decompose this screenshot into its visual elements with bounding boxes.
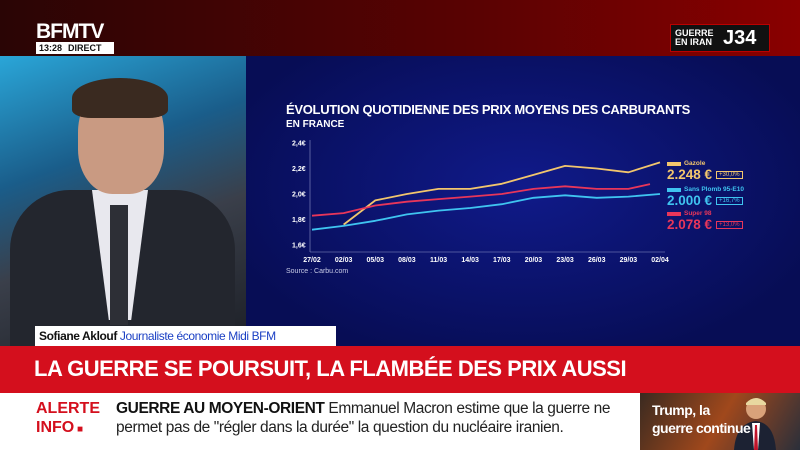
y-tick-label: 2,2€ [292, 166, 306, 173]
clock-live: 13:28 DIRECT [36, 42, 114, 54]
price-change-badge: +30,0% [716, 170, 743, 179]
legend-label: Sans Plomb 95-E10 [684, 186, 744, 193]
legend-label: Gazole [684, 160, 706, 167]
legend-swatch [667, 161, 681, 166]
topic-badge-text: GUERRE EN IRAN [675, 28, 714, 47]
topic-badge-day: J34 [723, 26, 757, 49]
x-tick-label: 26/03 [588, 257, 606, 264]
guest-role: Journaliste économie Midi BFM [119, 329, 276, 343]
legend-item: Gazole 2.248 € +30,0% [667, 160, 743, 182]
legend-value: 2.000 € +16,7% [667, 193, 744, 208]
ticker-body: Emmanuel Macron estime que la guerre ne … [116, 400, 611, 436]
person-thumbnail-icon [734, 398, 776, 450]
news-ticker: ALERTE INFO ■ GUERRE AU MOYEN-ORIENT Emma… [0, 393, 640, 450]
alert-line1: ALERTE [36, 400, 100, 417]
alert-square-icon: ■ [74, 424, 84, 435]
price-change-badge: +16,7% [716, 196, 743, 205]
x-tick-label: 20/03 [525, 257, 543, 264]
chart-title: ÉVOLUTION QUOTIDIENNE DES PRIX MOYENS DE… [286, 102, 691, 117]
legend-label: Super 98 [684, 210, 712, 217]
alert-line2: INFO [36, 419, 75, 436]
legend-name: Sans Plomb 95-E10 [667, 186, 744, 193]
y-tick-label: 2,4€ [292, 141, 306, 148]
price-change-badge: +13,0% [716, 220, 743, 229]
name-strap: Sofiane Aklouf Journaliste économie Midi… [35, 326, 336, 346]
y-tick-label: 1,8€ [292, 217, 306, 224]
legend-name: Gazole [667, 160, 743, 167]
next-story-thumbnail: Trump, la guerre continue [640, 393, 800, 450]
y-tick-label: 1,6€ [292, 243, 306, 250]
x-tick-label: 02/03 [335, 257, 353, 264]
ticker-topic: GUERRE AU MOYEN-ORIENT [116, 400, 325, 417]
last-price: 2.078 € [667, 217, 713, 232]
x-tick-label: 14/03 [461, 257, 479, 264]
series-line-1 [311, 193, 661, 231]
chart-subtitle: EN FRANCE [286, 119, 345, 130]
legend-value: 2.248 € +30,0% [667, 167, 743, 182]
x-tick-label: 11/03 [430, 257, 447, 264]
legend-item: Sans Plomb 95-E10 2.000 € +16,7% [667, 186, 744, 208]
x-tick-label: 08/03 [398, 257, 416, 264]
clock-time: 13:28 [39, 43, 63, 53]
legend-swatch [667, 187, 681, 192]
series-line-0 [343, 161, 661, 226]
top-bar: BFMTV 13:28 DIRECT GUERRE EN IRAN J34 [0, 0, 800, 56]
x-tick-label: 17/03 [493, 257, 511, 264]
thumbnail-caption: Trump, la guerre continue [652, 402, 751, 436]
legend-item: Super 98 2.078 € +13,0% [667, 210, 743, 232]
presenter-hair [72, 78, 168, 118]
x-tick-label: 02/04 [651, 257, 669, 264]
alert-label: ALERTE INFO ■ [36, 399, 100, 439]
x-tick-label: 27/02 [303, 257, 321, 264]
chart-source: Source : Carbu.com [286, 268, 349, 275]
x-tick-label: 05/03 [367, 257, 385, 264]
x-tick-label: 29/03 [620, 257, 638, 264]
legend-swatch [667, 211, 681, 216]
x-tick-label: 23/03 [556, 257, 574, 264]
channel-logo: BFMTV [36, 20, 104, 43]
y-tick-label: 2,0€ [292, 192, 306, 199]
headline-text: LA GUERRE SE POURSUIT, LA FLAMBÉE DES PR… [34, 356, 627, 381]
headline-banner: LA GUERRE SE POURSUIT, LA FLAMBÉE DES PR… [0, 346, 800, 393]
series-line-2 [311, 183, 651, 217]
ticker-text: GUERRE AU MOYEN-ORIENT Emmanuel Macron e… [116, 399, 636, 437]
legend-value: 2.078 € +13,0% [667, 217, 743, 232]
chart-panel [246, 56, 800, 346]
last-price: 2.000 € [667, 193, 713, 208]
live-label: DIRECT [68, 43, 102, 53]
legend-name: Super 98 [667, 210, 743, 217]
topic-badge: GUERRE EN IRAN J34 [670, 24, 770, 52]
guest-name: Sofiane Aklouf [39, 329, 117, 343]
presenter-tie [110, 205, 128, 325]
last-price: 2.248 € [667, 167, 713, 182]
